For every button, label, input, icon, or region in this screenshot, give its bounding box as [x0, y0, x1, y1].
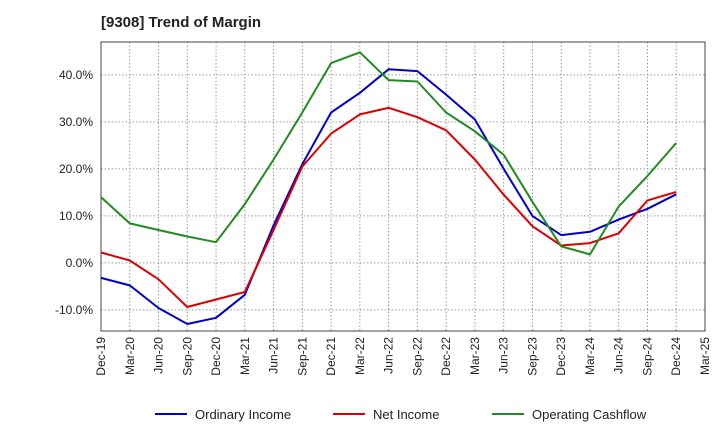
x-tick-label: Dec-23 — [554, 337, 568, 376]
x-tick-label: Jun-23 — [497, 337, 511, 374]
x-tick-label: Mar-25 — [698, 337, 712, 375]
x-tick-label: Jun-21 — [267, 337, 281, 374]
series-lines — [100, 51, 677, 325]
grid-lines — [101, 42, 705, 331]
y-tick-label: 10.0% — [59, 209, 93, 223]
x-tick-label: Jun-22 — [382, 337, 396, 374]
x-tick-label: Jun-20 — [152, 337, 166, 374]
legend-label: Operating Cashflow — [532, 407, 647, 422]
x-tick-label: Sep-20 — [180, 337, 194, 376]
series-line-net-income — [100, 106, 677, 308]
x-tick-label: Mar-21 — [238, 337, 252, 375]
x-tick-label: Sep-21 — [295, 337, 309, 376]
y-tick-label: -10.0% — [55, 303, 93, 317]
y-tick-label: 20.0% — [59, 162, 93, 176]
x-tick-label: Dec-21 — [324, 337, 338, 376]
x-tick-label: Mar-20 — [123, 337, 137, 375]
x-tick-label: Sep-24 — [640, 337, 654, 376]
x-tick-label: Dec-24 — [669, 337, 683, 376]
y-tick-label: 0.0% — [66, 256, 94, 270]
legend-label: Ordinary Income — [195, 407, 291, 422]
y-tick-label: 30.0% — [59, 115, 93, 129]
series-line-ordinary-income — [100, 68, 677, 325]
x-tick-label: Mar-22 — [353, 337, 367, 375]
x-axis-tick-labels: Dec-19 Mar-20 Jun-20 Sep-20 Dec-20 Mar-21 Jun-… — [94, 337, 712, 376]
chart-title: [9308] Trend of Margin — [101, 14, 262, 31]
x-tick-label: Sep-22 — [410, 337, 424, 376]
y-tick-label: 40.0% — [59, 68, 93, 82]
series-line-operating-cashflow — [100, 51, 677, 256]
x-tick-label: Sep-23 — [525, 337, 539, 376]
x-tick-label: Dec-20 — [209, 337, 223, 376]
y-axis-tick-labels: -10.0% 0.0% 10.0% 20.0% 30.0% 40.0% — [55, 68, 93, 317]
legend: Ordinary Income Net Income Operating Cashf… — [155, 407, 647, 422]
plot-area — [100, 41, 706, 332]
legend-label: Net Income — [373, 407, 439, 422]
x-tick-label: Mar-24 — [583, 337, 597, 375]
x-tick-label: Jun-24 — [612, 337, 626, 374]
x-tick-label: Mar-23 — [468, 337, 482, 375]
x-tick-label: Dec-19 — [94, 337, 108, 376]
x-tick-label: Dec-22 — [439, 337, 453, 376]
